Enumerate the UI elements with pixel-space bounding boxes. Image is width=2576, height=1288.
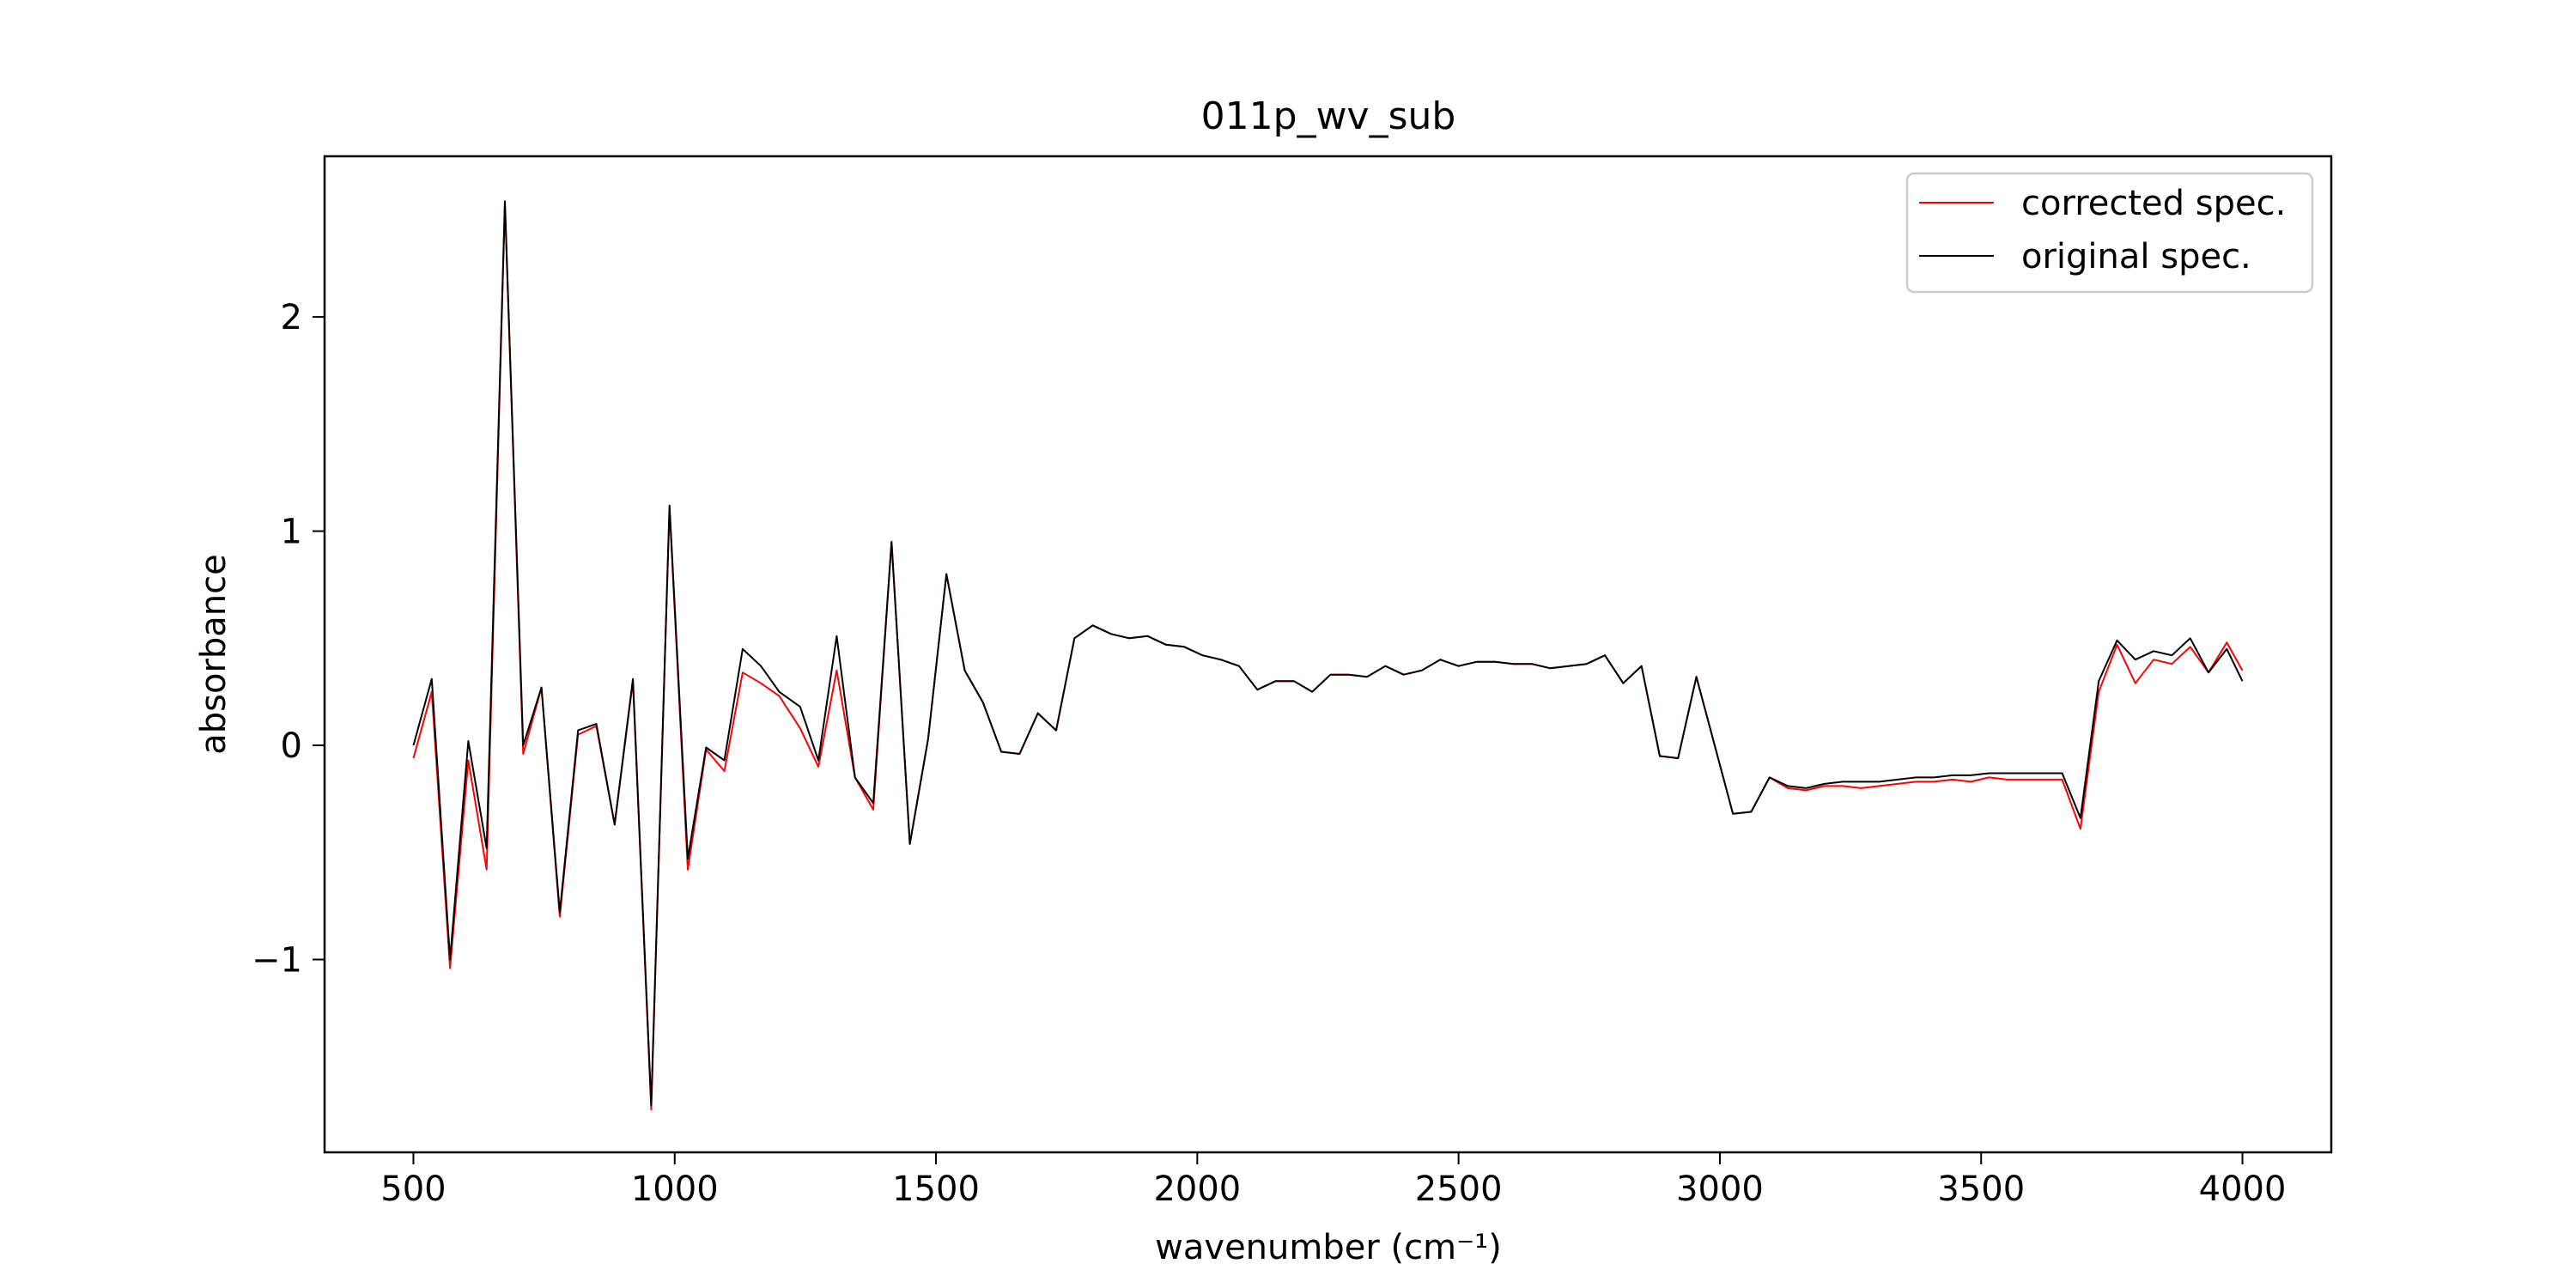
y-tick-label: 2: [281, 298, 302, 337]
x-tick-label: 500: [380, 1170, 446, 1209]
x-tick-label: 2000: [1153, 1170, 1241, 1209]
legend-box: [1905, 172, 2314, 294]
series-line-original: [412, 200, 2244, 1107]
legend-label-corrected: corrected spec.: [2021, 184, 2286, 223]
legend-label-original: original spec.: [2021, 237, 2251, 276]
x-axis-label: wavenumber (cm⁻¹): [1155, 1228, 1502, 1267]
x-tick-label: 1000: [631, 1170, 719, 1209]
x-tick-label: 4000: [2199, 1170, 2287, 1209]
y-tick-label: 0: [281, 726, 302, 766]
legend: corrected spec. original spec.: [1905, 172, 2314, 294]
plot-lines: [412, 200, 2244, 1111]
y-axis-label: absorbance: [194, 554, 234, 755]
x-tick-label: 3500: [1937, 1170, 2025, 1209]
x-tick-label: 1500: [892, 1170, 980, 1209]
y-tick-label: −1: [252, 940, 302, 980]
x-tick-label: 2500: [1415, 1170, 1503, 1209]
x-tick-label: 3000: [1676, 1170, 1764, 1209]
chart-title: 011p_wv_sub: [1201, 94, 1456, 138]
x-axis-ticks: 500 1000 1500 2000 2500 3000 3500 4000: [380, 1152, 2286, 1209]
y-tick-label: 1: [281, 513, 302, 552]
plot-area-frame: [323, 155, 2333, 1154]
y-axis-ticks: −1 0 1 2: [252, 298, 325, 980]
